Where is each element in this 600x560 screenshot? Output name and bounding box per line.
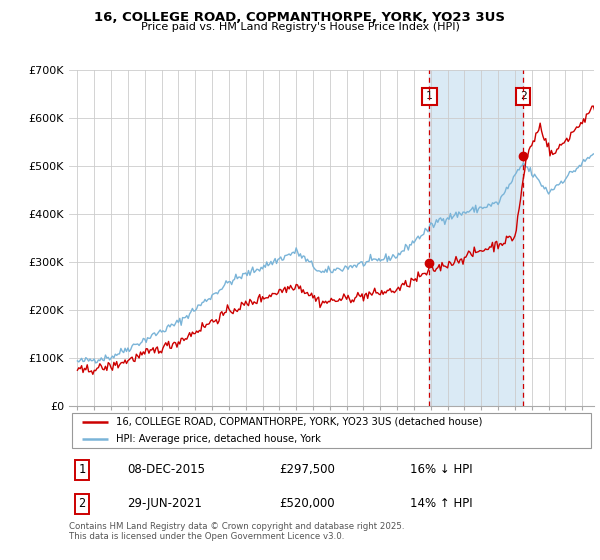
Bar — [430, 70, 523, 406]
Text: 1: 1 — [426, 91, 433, 101]
Text: 16, COLLEGE ROAD, COPMANTHORPE, YORK, YO23 3US: 16, COLLEGE ROAD, COPMANTHORPE, YORK, YO… — [95, 11, 505, 24]
Text: Contains HM Land Registry data © Crown copyright and database right 2025.
This d: Contains HM Land Registry data © Crown c… — [69, 522, 404, 542]
Text: £297,500: £297,500 — [279, 463, 335, 476]
Text: 29-JUN-2021: 29-JUN-2021 — [127, 497, 202, 510]
Text: 2: 2 — [79, 497, 86, 510]
Text: £520,000: £520,000 — [279, 497, 335, 510]
Text: HPI: Average price, detached house, York: HPI: Average price, detached house, York — [116, 435, 321, 445]
Text: 16% ↓ HPI: 16% ↓ HPI — [410, 463, 473, 476]
Text: 08-DEC-2015: 08-DEC-2015 — [127, 463, 205, 476]
Text: Price paid vs. HM Land Registry's House Price Index (HPI): Price paid vs. HM Land Registry's House … — [140, 22, 460, 32]
Text: 14% ↑ HPI: 14% ↑ HPI — [410, 497, 473, 510]
Text: 1: 1 — [79, 463, 86, 476]
Text: 16, COLLEGE ROAD, COPMANTHORPE, YORK, YO23 3US (detached house): 16, COLLEGE ROAD, COPMANTHORPE, YORK, YO… — [116, 417, 482, 427]
Text: 2: 2 — [520, 91, 527, 101]
